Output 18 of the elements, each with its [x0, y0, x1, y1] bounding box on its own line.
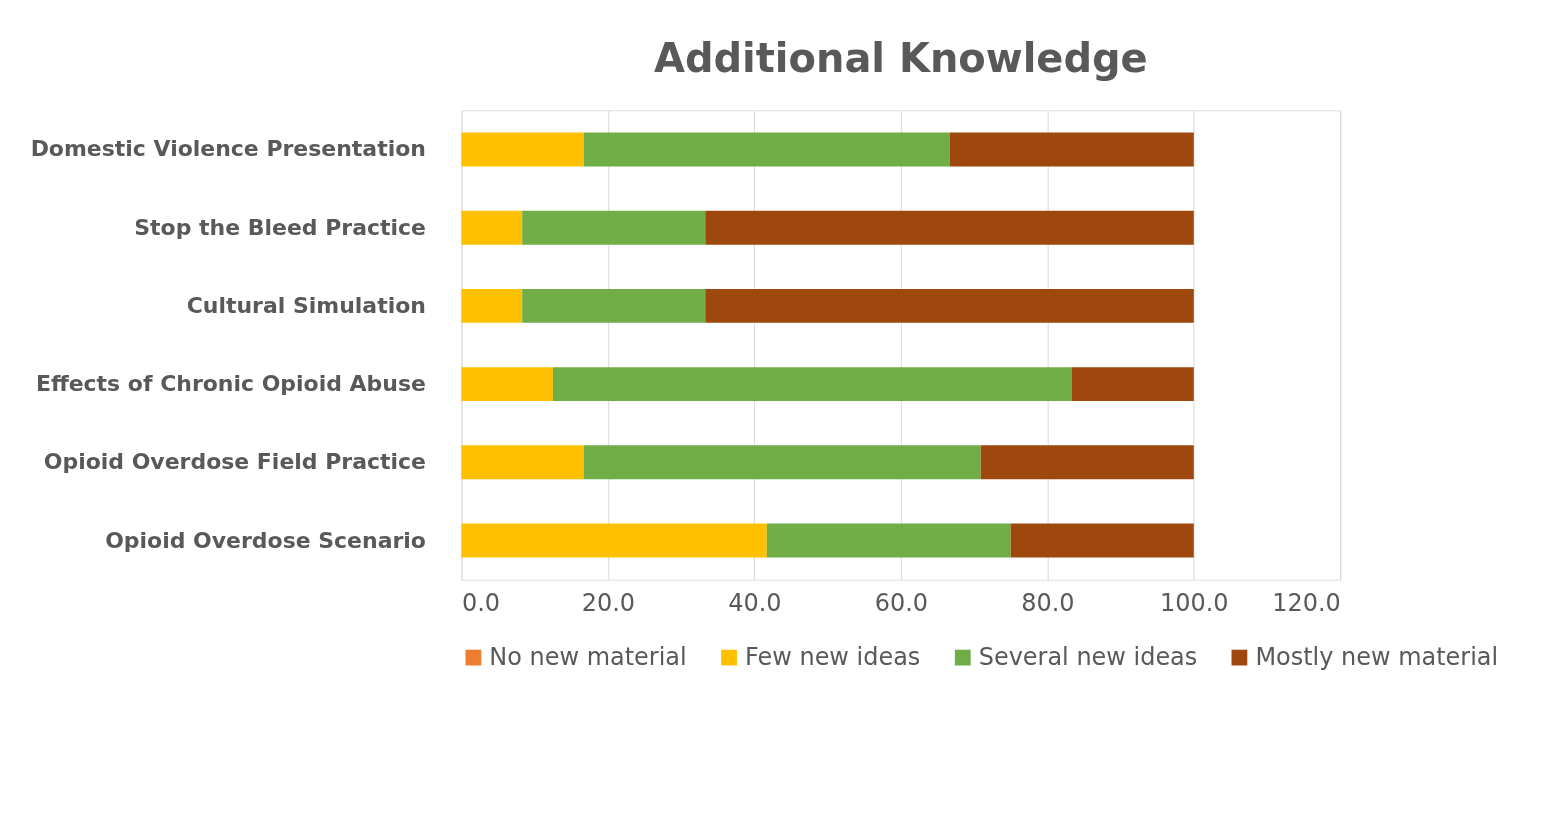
legend-label: Few new ideas [745, 642, 921, 671]
chart-title: Additional Knowledge [653, 35, 1148, 82]
y-tick-label: Effects of Chronic Opioid Abuse [35, 371, 426, 397]
x-tick-label: 100.0 [1160, 589, 1229, 618]
legend-label: Mostly new material [1255, 642, 1499, 671]
x-tick-label: 120.0 [1272, 589, 1341, 618]
legend-label: No new material [489, 642, 687, 671]
x-tick-label: 60.0 [874, 589, 929, 618]
x-tick-label: 20.0 [581, 589, 636, 618]
y-tick-label: Stop the Bleed Practice [134, 214, 426, 240]
legend-label: Several new ideas [978, 642, 1198, 671]
y-tick-label: Domestic Violence Presentation [30, 136, 426, 162]
x-tick-label: 0.0 [461, 589, 500, 618]
y-tick-label: Opioid Overdose Field Practice [43, 449, 426, 475]
x-tick-label: 80.0 [1021, 589, 1075, 618]
x-tick-label: 40.0 [728, 589, 782, 618]
y-tick-label: Opioid Overdose Scenario [105, 527, 426, 553]
y-tick-label: Cultural Simulation [186, 292, 426, 318]
